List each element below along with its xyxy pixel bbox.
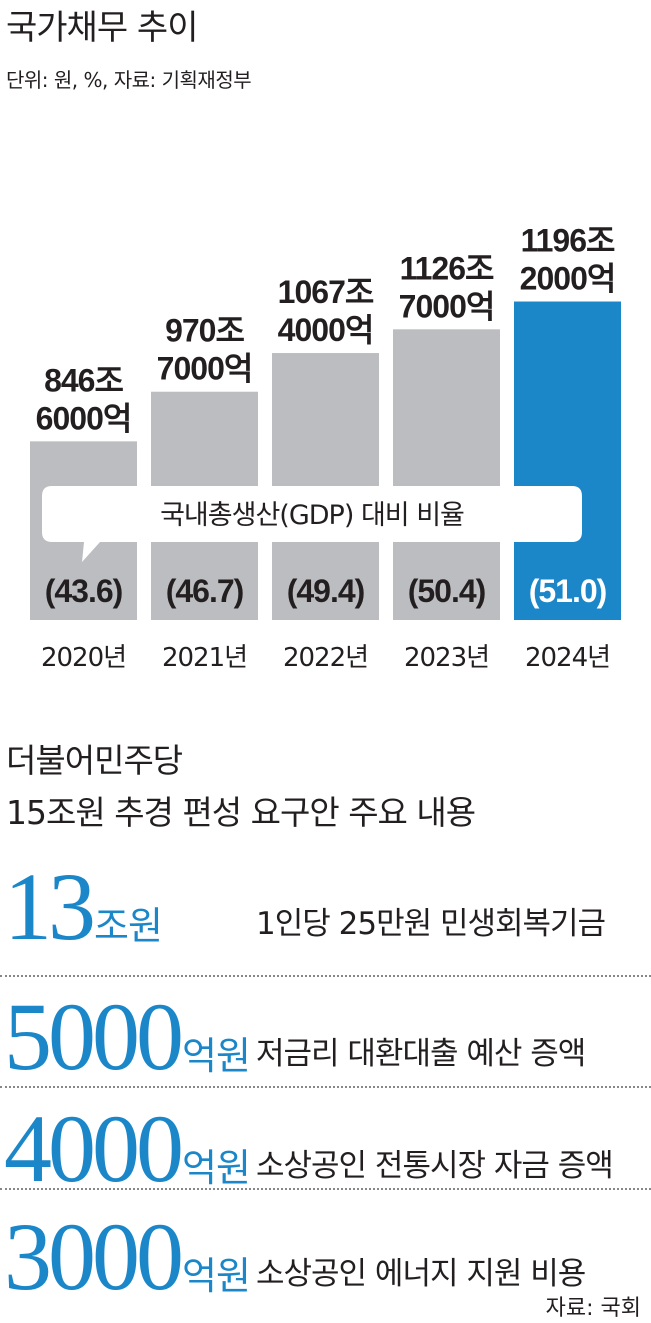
measure-item: 3000억원 소상공인 에너지 지원 비용 <box>0 1205 651 1305</box>
value-label-line2-2023년: 7000억 <box>399 288 495 324</box>
bar-2024년 <box>514 301 621 620</box>
value-label-2022년: 1067조 <box>278 274 374 310</box>
value-label-2021년: 970조 <box>165 313 244 349</box>
value-label-line2-2020년: 6000억 <box>36 400 132 436</box>
dotted-divider <box>0 1188 651 1190</box>
dotted-divider <box>0 975 651 977</box>
amount-number: 4000 <box>4 1095 184 1202</box>
amount-number: 3000 <box>4 1203 184 1310</box>
amount: 13조원 <box>4 859 163 955</box>
value-label-line2-2024년: 2000억 <box>520 261 616 297</box>
amount: 5000억원 <box>4 989 251 1085</box>
gdp-ratio-2024년: (51.0) <box>529 573 607 609</box>
value-label-2024년: 1196조 <box>521 223 615 259</box>
chart-unit-note: 단위: 원, %, 자료: 기획재정부 <box>6 68 252 92</box>
value-label-2020년: 846조 <box>44 362 123 398</box>
value-label-line2-2021년: 7000억 <box>157 351 253 387</box>
amount: 4000억원 <box>4 1101 251 1197</box>
source-note: 자료: 국회 <box>545 1296 641 1321</box>
gdp-ratio-2021년: (46.7) <box>166 573 244 609</box>
amount: 3000억원 <box>4 1209 251 1305</box>
bar-2023년 <box>393 329 500 620</box>
x-tick-2024년: 2024년 <box>525 643 610 673</box>
amount-unit: 억원 <box>182 1254 251 1298</box>
section2-title-line2: 15조원 추경 편성 요구안 주요 내용 <box>6 793 476 832</box>
amount-unit: 조원 <box>94 904 163 948</box>
chart-title: 국가채무 추이 <box>6 8 198 48</box>
value-label-line2-2022년: 4000억 <box>278 312 374 348</box>
measure-item: 5000억원 저금리 대환대출 예산 증액 <box>0 985 651 1085</box>
measure-description: 1인당 25만원 민생회복기금 <box>256 906 606 942</box>
section2-title-line1: 더불어민주당 <box>6 741 183 780</box>
amount-number: 13 <box>4 853 96 960</box>
gdp-ratio-label: 국내총생산(GDP) 대비 비율 <box>160 500 464 531</box>
measure-description: 저금리 대환대출 예산 증액 <box>256 1036 586 1072</box>
x-tick-2021년: 2021년 <box>162 643 247 673</box>
gdp-ratio-2020년: (43.6) <box>45 573 123 609</box>
x-tick-2022년: 2022년 <box>283 643 368 673</box>
measure-description: 소상공인 에너지 지원 비용 <box>256 1256 586 1292</box>
gdp-ratio-2023년: (50.4) <box>408 573 486 609</box>
amount-unit: 억원 <box>182 1146 251 1190</box>
gdp-ratio-2022년: (49.4) <box>287 573 365 609</box>
dotted-divider <box>0 1086 651 1088</box>
measure-item: 4000억원 소상공인 전통시장 자금 증액 <box>0 1097 651 1197</box>
amount-number: 5000 <box>4 983 184 1090</box>
measure-description: 소상공인 전통시장 자금 증액 <box>256 1148 614 1184</box>
gdp-ratio-callout-box <box>42 486 582 562</box>
amount-unit: 억원 <box>182 1034 251 1078</box>
x-tick-2023년: 2023년 <box>404 643 489 673</box>
x-tick-2020년: 2020년 <box>41 643 126 673</box>
measure-item: 13조원 1인당 25만원 민생회복기금 <box>0 855 651 955</box>
value-label-2023년: 1126조 <box>400 250 494 286</box>
